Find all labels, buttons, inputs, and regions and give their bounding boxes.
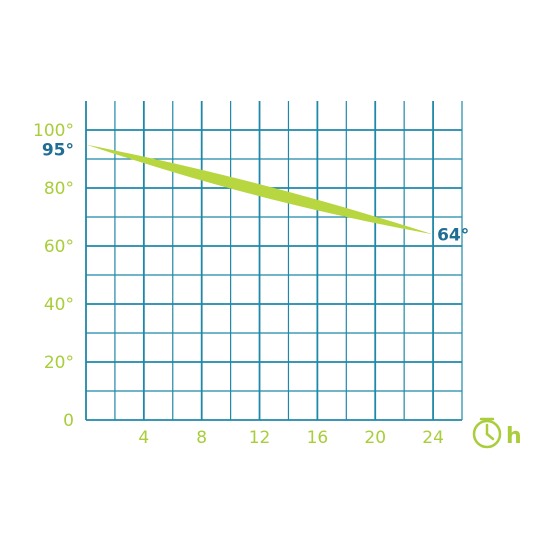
end-value-label: 64°	[437, 225, 469, 245]
x-tick-label: 4	[138, 428, 149, 448]
x-tick-label: 16	[307, 428, 329, 448]
y-tick-label: 40°	[44, 295, 74, 315]
y-tick-label: 60°	[44, 237, 74, 257]
grid	[85, 101, 463, 421]
y-tick-label: 100°	[33, 121, 74, 141]
x-tick-label: 24	[422, 428, 444, 448]
y-tick-label: 20°	[44, 353, 74, 373]
clock-icon	[472, 417, 502, 449]
x-tick-label: 12	[249, 428, 271, 448]
x-axis-ticks: 4 8 12 16 20 24	[138, 428, 443, 448]
x-axis-unit-label: h	[506, 424, 522, 449]
x-tick-label: 8	[196, 428, 207, 448]
y-tick-label: 0	[63, 411, 74, 431]
temperature-band	[86, 144, 434, 235]
x-tick-label: 20	[364, 428, 386, 448]
y-tick-label: 80°	[44, 179, 74, 199]
start-value-label: 95°	[42, 141, 74, 161]
y-axis-ticks: 0 20° 40° 60° 80° 100°	[33, 121, 74, 431]
